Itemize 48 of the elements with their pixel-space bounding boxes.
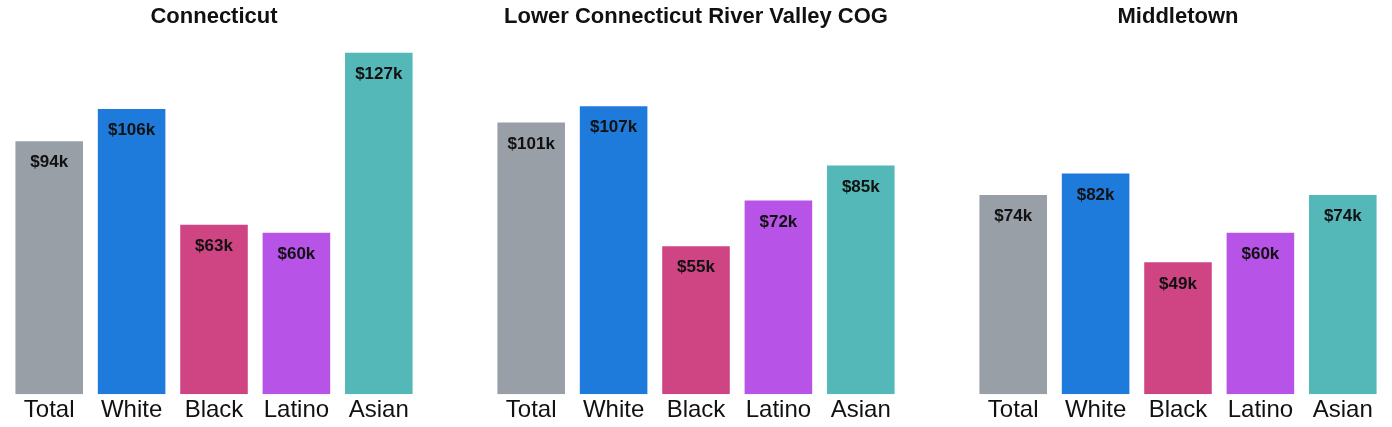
bar	[345, 52, 413, 395]
data-label: $55k	[677, 257, 716, 277]
data-label: $74k	[1323, 206, 1363, 226]
x-tick-label: Asian	[348, 395, 409, 423]
data-label: $94k	[30, 152, 69, 172]
bar	[827, 165, 895, 395]
bar	[97, 108, 166, 395]
data-label: $127k	[355, 63, 403, 83]
bar	[979, 195, 1047, 395]
bar	[1144, 262, 1212, 395]
chart-title: Connecticut	[150, 3, 279, 29]
bar	[15, 141, 83, 395]
x-tick-label: White	[1064, 395, 1127, 423]
bar	[497, 122, 565, 395]
bar	[262, 232, 331, 395]
x-tick-label: Asian	[830, 395, 891, 423]
x-tick-label: Latino	[745, 395, 812, 423]
chart-title: Lower Connecticut River Valley COG	[504, 3, 888, 29]
x-tick-label: Black	[184, 395, 245, 423]
data-label: $60k	[277, 243, 316, 263]
x-tick-label: Asian	[1312, 395, 1373, 423]
data-label: $107k	[589, 117, 638, 137]
data-label: $74k	[994, 206, 1033, 226]
bar	[579, 106, 648, 395]
data-label: $85k	[841, 176, 881, 196]
bar	[180, 224, 248, 395]
x-tick-label: Total	[505, 395, 557, 423]
x-tick-label: White	[582, 395, 645, 423]
bar	[1309, 195, 1377, 395]
data-label: $101k	[507, 133, 556, 153]
x-tick-label: Latino	[1227, 395, 1294, 423]
x-tick-label: Total	[987, 395, 1039, 423]
data-label: $82k	[1076, 184, 1116, 204]
bar	[1061, 173, 1130, 395]
data-label: $72k	[759, 211, 798, 231]
x-tick-label: Black	[1148, 395, 1209, 423]
data-label: $63k	[195, 235, 234, 255]
x-tick-label: White	[100, 395, 163, 423]
x-tick-label: Latino	[263, 395, 330, 423]
bar	[1226, 232, 1295, 395]
x-tick-label: Black	[666, 395, 727, 423]
data-label: $106k	[107, 120, 156, 140]
x-tick-label: Total	[23, 395, 75, 423]
data-label: $60k	[1241, 243, 1280, 263]
chart-title: Middletown	[1117, 3, 1239, 29]
data-label: $49k	[1159, 273, 1198, 293]
bar	[662, 246, 730, 395]
bar	[744, 200, 813, 395]
